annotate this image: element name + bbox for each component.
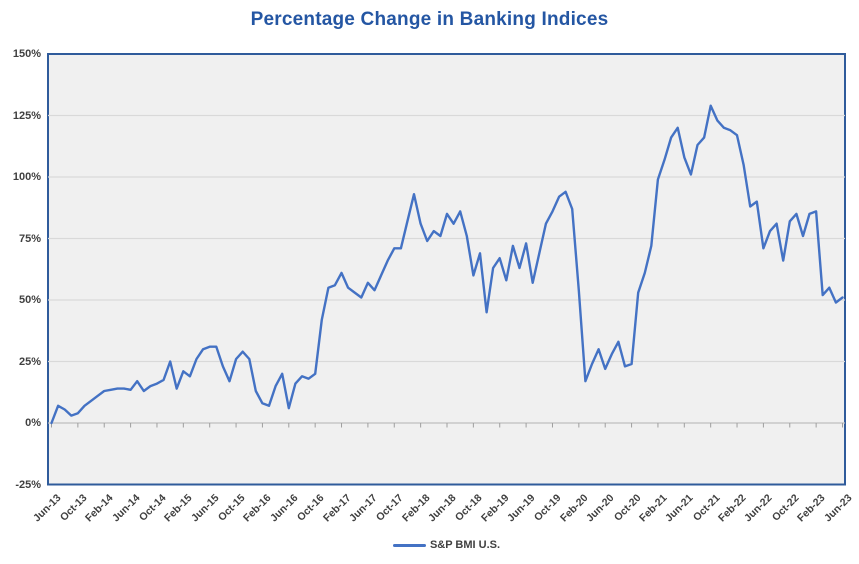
legend-series-label: S&P BMI U.S. <box>429 539 501 551</box>
chart-title: Percentage Change in Banking Indices <box>250 9 609 30</box>
series-line <box>50 104 844 425</box>
legend-line-swatch <box>392 543 426 547</box>
y-axis-label: 125% <box>12 109 41 122</box>
y-axis-label: 50% <box>18 294 41 306</box>
legend: S&P BMI U.S. <box>48 536 845 554</box>
y-axis-label: 25% <box>18 355 41 368</box>
y-axis-label: 0% <box>25 417 41 429</box>
plot-area <box>47 53 846 486</box>
y-axis-label: 75% <box>18 232 41 245</box>
y-axis-label: -25% <box>15 478 41 491</box>
y-axis-label: 150% <box>12 48 41 60</box>
y-axis-label: 100% <box>12 171 41 183</box>
